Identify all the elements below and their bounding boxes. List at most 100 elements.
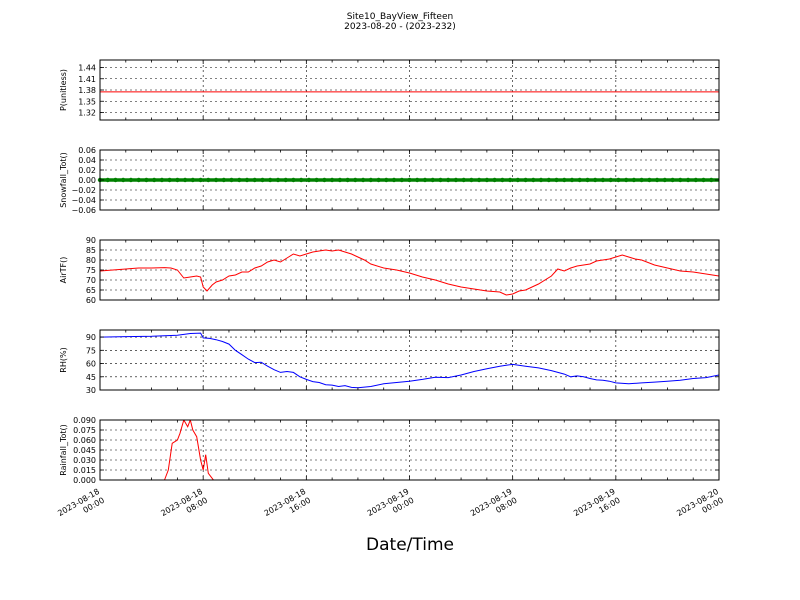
y-tick-label: 85 (86, 246, 96, 255)
y-tick-label: 60 (86, 360, 96, 369)
series-point (206, 177, 211, 183)
series-point (546, 177, 551, 183)
y-tick-label: 60 (86, 296, 96, 305)
series-point (306, 177, 312, 183)
y-tick-label: −0.04 (71, 196, 96, 205)
y-tick-label: 0.090 (73, 416, 96, 425)
series-point (616, 177, 621, 183)
series-point (275, 177, 281, 183)
series-point (368, 177, 373, 183)
series-point (693, 177, 698, 183)
y-tick-label: 0.02 (78, 166, 96, 175)
series-point (376, 177, 381, 183)
series-point (415, 177, 420, 183)
y-tick-label: 45 (86, 373, 96, 382)
y-tick-label: 70 (86, 276, 96, 285)
series-point (670, 177, 675, 183)
series-point (685, 177, 691, 183)
y-tick-label: 0.00 (78, 176, 96, 185)
series-point (585, 177, 590, 183)
series-point (461, 177, 466, 183)
series-point (252, 177, 257, 183)
y-tick-label: 0.06 (78, 146, 96, 155)
series-point (175, 177, 180, 183)
series-point (624, 177, 629, 183)
series-point (159, 177, 165, 183)
series-point (314, 177, 319, 183)
y-axis-label: AirTF() (59, 257, 68, 284)
series-point (608, 177, 613, 183)
series-point (190, 177, 195, 183)
y-tick-label: −0.02 (71, 186, 96, 195)
series-point (198, 177, 203, 183)
series-point (105, 177, 110, 183)
y-tick-label: 0.060 (73, 436, 96, 445)
y-tick-label: 75 (86, 266, 96, 275)
series-point (213, 177, 219, 183)
y-tick-label: 1.41 (78, 75, 96, 84)
series-point (121, 177, 126, 183)
y-tick-label: −0.06 (71, 206, 96, 215)
series-point (229, 177, 234, 183)
series-point (430, 177, 435, 183)
y-tick-label: 90 (86, 333, 96, 342)
series-point (538, 177, 544, 183)
series-point (438, 177, 443, 183)
series-point (182, 177, 188, 183)
series-point (492, 177, 497, 183)
series-point (476, 177, 482, 183)
series-point (639, 177, 644, 183)
series-point (283, 177, 288, 183)
panel-1: 1.32 1.35 1.38 1.41 1.44 P(unitless) (59, 59, 720, 121)
series-point (167, 177, 172, 183)
series-point (221, 177, 226, 183)
series-point (531, 177, 536, 183)
y-tick-label: 0.030 (73, 456, 96, 465)
series-point (260, 177, 265, 183)
series-point (654, 177, 660, 183)
series-point (268, 177, 273, 183)
y-tick-label: 0.045 (73, 446, 96, 455)
series-point (507, 177, 513, 183)
panel-2: −0.06−0.04−0.020.000.020.040.06 Snowfall_… (59, 146, 720, 215)
y-tick-label: 1.32 (78, 109, 96, 118)
y-tick-label: 90 (86, 236, 96, 245)
series-point (562, 177, 567, 183)
series-point (647, 177, 652, 183)
y-tick-label: 65 (86, 286, 96, 295)
y-tick-label: 1.44 (78, 64, 96, 73)
y-axis-label: Snowfall_Tot() (59, 152, 68, 208)
series-point (523, 177, 528, 183)
series-point (484, 177, 490, 183)
y-tick-label: 0.075 (73, 426, 96, 435)
series-point (593, 177, 598, 183)
y-tick-label: 1.35 (78, 97, 96, 106)
series-point (391, 177, 397, 183)
series-point (600, 177, 606, 183)
series-line (100, 420, 719, 480)
series-line (100, 332, 719, 389)
series-point (353, 177, 358, 183)
series-point (144, 177, 149, 183)
y-tick-label: 1.38 (78, 86, 96, 95)
series-point (384, 177, 389, 183)
series-point (152, 177, 157, 183)
y-tick-label: 0.015 (73, 466, 96, 475)
y-axis-label: Rainfall_Tot() (59, 424, 68, 476)
series-point (446, 177, 451, 183)
series-point (701, 177, 706, 183)
series-point (360, 177, 366, 183)
series-point (399, 177, 404, 183)
y-tick-label: 0.04 (78, 156, 96, 165)
series-point (500, 177, 505, 183)
y-axis-label: RH(%) (59, 347, 68, 372)
series-point (569, 177, 575, 183)
y-tick-label: 0.000 (73, 476, 96, 485)
panel-4: 30 45 60 75 90 RH(%) (59, 329, 720, 395)
series-point (329, 177, 335, 183)
series-point (469, 177, 474, 183)
y-axis-label: P(unitless) (59, 69, 68, 111)
series-point (322, 177, 327, 183)
